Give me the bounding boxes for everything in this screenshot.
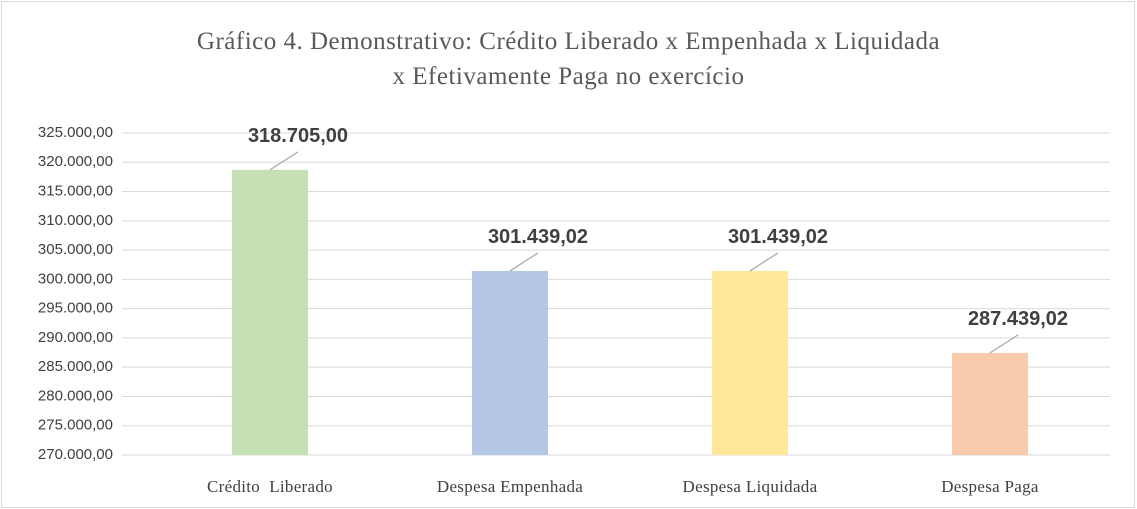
y-tick-label: 270.000,00: [38, 446, 113, 463]
y-tick-label: 300.000,00: [38, 270, 113, 287]
title-box: Gráfico 4. Demonstrativo: Crédito Libera…: [0, 24, 1137, 94]
y-tick-label: 290.000,00: [38, 329, 113, 346]
y-tick-label: 315.000,00: [38, 183, 113, 200]
value-label: 301.439,02: [728, 226, 828, 248]
y-tick-label: 305.000,00: [38, 241, 113, 258]
x-tick-label: Despesa Liquidada: [683, 477, 818, 496]
leader-line: [269, 151, 299, 171]
value-label: 318.705,00: [248, 125, 348, 147]
y-tick-label: 275.000,00: [38, 417, 113, 434]
bar: [712, 270, 788, 455]
leader-line: [509, 252, 539, 272]
value-label: 301.439,02: [488, 226, 588, 248]
x-tick-label: Crédito Liberado: [207, 477, 333, 496]
y-tick-label: 285.000,00: [38, 358, 113, 375]
y-tick-label: 320.000,00: [38, 153, 113, 170]
y-tick-label: 310.000,00: [38, 212, 113, 229]
value-label: 287.439,02: [968, 308, 1068, 330]
leader-line: [749, 252, 779, 272]
y-tick-label: 295.000,00: [38, 300, 113, 317]
bar: [952, 352, 1028, 455]
y-tick-label: 280.000,00: [38, 387, 113, 404]
chart-title: Gráfico 4. Demonstrativo: Crédito Libera…: [196, 28, 941, 90]
x-tick-label: Despesa Paga: [941, 477, 1039, 496]
y-tick-label: 325.000,00: [38, 124, 113, 141]
x-tick-label: Despesa Empenhada: [437, 477, 583, 496]
bar: [472, 270, 548, 455]
bar: [232, 169, 308, 455]
leader-line: [989, 334, 1019, 354]
